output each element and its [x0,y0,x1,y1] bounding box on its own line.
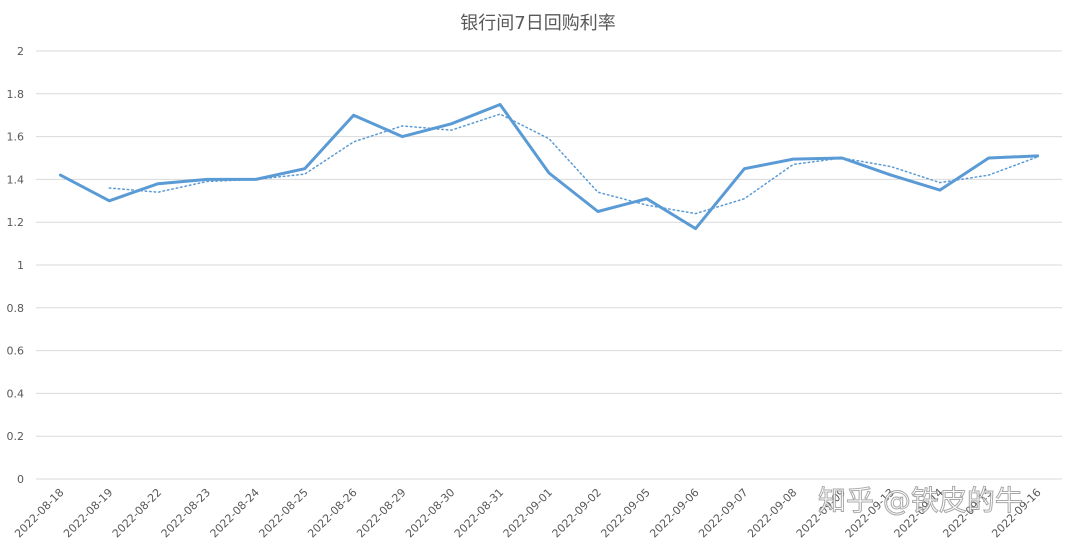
x-tick-label: 2022-08-18 [12,486,66,540]
series-line-dotted [108,113,1039,215]
series-line-solid [58,103,1040,231]
x-tick-label: 2022-09-07 [696,486,750,540]
y-tick-label: 0.2 [7,430,25,443]
x-tick-label: 2022-08-29 [354,486,408,540]
x-tick-label: 2022-09-08 [745,486,799,540]
y-tick-label: 1.4 [7,173,25,186]
x-tick-label: 2022-08-24 [208,486,262,540]
y-tick-label: 0.4 [7,387,25,400]
x-tick-label: 2022-08-19 [61,486,115,540]
x-tick-label: 2022-09-06 [647,486,701,540]
series-group [58,103,1040,231]
x-tick-label: 2022-09-02 [550,486,604,540]
y-tick-label: 1 [17,259,24,272]
x-tick-label: 2022-08-25 [256,486,310,540]
chart-title: 银行间7日回购利率 [460,13,615,34]
y-tick-label: 0 [17,473,24,486]
watermark: 知乎 @铁皮的牛 [818,484,1023,517]
y-tick-label: 1.2 [7,216,25,229]
y-tick-label: 1.6 [7,131,25,144]
y-tick-label: 2 [17,45,24,58]
data-point [549,138,550,139]
data-point [793,164,794,165]
x-tick-label: 2022-08-30 [403,486,457,540]
x-tick-label: 2022-09-01 [501,486,555,540]
x-tick-label: 2022-08-22 [110,486,164,540]
x-tick-label: 2022-08-23 [159,486,213,540]
y-tick-label: 0.8 [7,302,25,315]
gridlines [36,50,1062,480]
data-point [891,166,892,167]
y-axis-ticks: 0 0.2 0.4 0.6 0.8 1 1.2 1.4 1.6 1.8 2 [7,45,25,486]
x-tick-label: 2022-09-05 [598,486,652,540]
y-tick-label: 0.6 [7,345,25,358]
x-tick-label: 2022-08-26 [305,486,359,540]
x-tick-label: 2022-08-31 [452,486,506,540]
y-tick-label: 1.8 [7,88,25,101]
